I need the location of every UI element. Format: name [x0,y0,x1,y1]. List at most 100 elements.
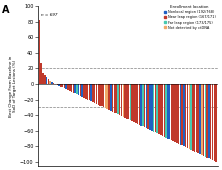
Bar [139,84,140,125]
Bar [178,84,179,144]
Bar [131,84,133,121]
Bar [147,84,149,129]
Bar [197,84,199,153]
Bar [135,84,137,123]
Bar [181,84,183,146]
Bar [46,77,47,84]
Bar [201,84,202,155]
Bar [190,84,192,150]
Bar [212,84,213,160]
Bar [114,84,115,113]
Bar [133,84,135,122]
Bar [51,82,53,84]
Bar [162,84,163,136]
Bar [62,84,63,87]
Bar [128,84,129,120]
Bar [44,75,46,84]
Legend: Nonlocal region (192/768), Near leap region (167/171), Far leap region (173/175): Nonlocal region (192/768), Near leap reg… [163,5,216,30]
Text: A: A [2,5,10,15]
Bar [76,84,78,94]
Bar [196,84,197,152]
Bar [214,84,215,161]
Bar [185,84,186,147]
Bar [146,84,147,128]
Bar [40,63,42,84]
Bar [183,84,185,146]
Bar [158,84,160,134]
Bar [48,79,49,84]
Bar [58,84,60,86]
Bar [188,84,190,149]
Bar [99,84,101,106]
Y-axis label: Best Change From Baseline in
SoD of Target Lesions (%): Best Change From Baseline in SoD of Targ… [9,55,17,117]
Bar [137,84,138,124]
Bar [115,84,117,113]
Bar [192,84,194,151]
Bar [105,84,106,108]
Bar [169,84,170,139]
Bar [153,84,154,132]
Bar [94,84,95,103]
Bar [149,84,151,130]
Bar [67,84,69,90]
Bar [53,83,54,84]
Bar [130,84,131,120]
Bar [144,84,145,127]
Bar [107,84,108,109]
Bar [171,84,172,140]
Bar [57,84,58,85]
Bar [112,84,113,112]
Bar [167,84,169,139]
Bar [142,84,144,126]
Bar [87,84,88,100]
Bar [206,84,208,158]
Bar [80,84,81,96]
Bar [140,84,142,126]
Bar [208,84,210,158]
Bar [180,84,181,145]
Bar [165,84,167,138]
Bar [74,84,76,94]
Bar [64,84,65,88]
Bar [73,84,74,93]
Bar [69,84,71,91]
Bar [121,84,122,116]
Bar [187,84,188,148]
Bar [108,84,110,110]
Bar [164,84,165,137]
Text: n = 697: n = 697 [41,13,58,16]
Bar [103,84,104,107]
Bar [155,84,156,132]
Bar [117,84,119,114]
Bar [199,84,201,154]
Bar [96,84,97,104]
Bar [126,84,128,119]
Bar [90,84,92,101]
Bar [174,84,176,142]
Bar [194,84,195,151]
Bar [49,81,51,84]
Bar [42,73,44,84]
Bar [65,84,67,89]
Bar [203,84,204,156]
Bar [83,84,85,98]
Bar [92,84,94,102]
Bar [60,84,61,87]
Bar [85,84,87,99]
Bar [78,84,79,95]
Bar [39,20,40,84]
Bar [89,84,90,100]
Bar [71,84,72,92]
Bar [81,84,83,97]
Bar [151,84,153,131]
Bar [205,84,206,157]
Bar [123,84,124,117]
Bar [124,84,126,118]
Bar [210,84,212,159]
Bar [110,84,111,111]
Bar [101,84,103,106]
Bar [119,84,121,115]
Bar [157,84,158,133]
Bar [172,84,174,141]
Bar [160,84,161,135]
